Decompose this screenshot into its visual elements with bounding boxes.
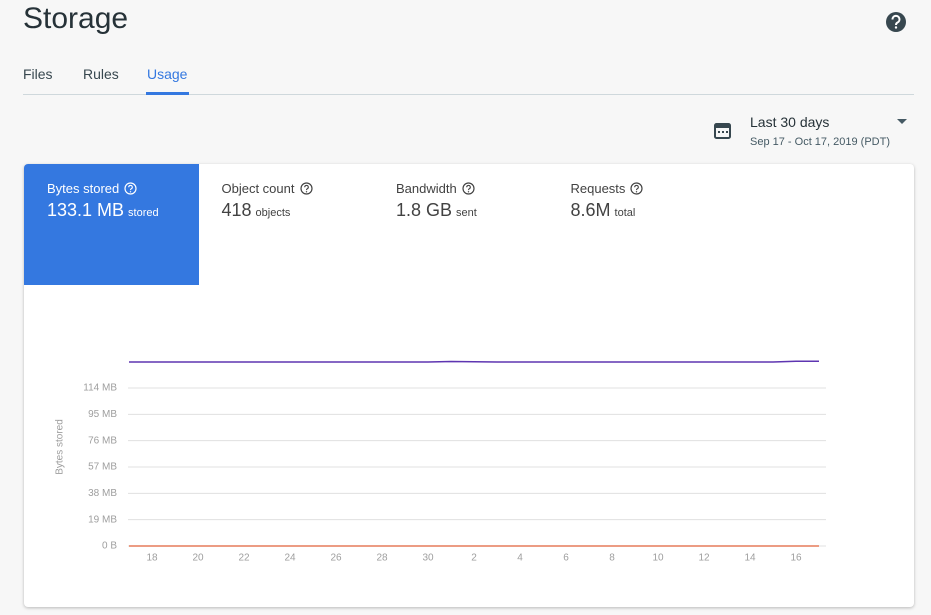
metric-label-text: Bandwidth	[396, 181, 457, 196]
metric-unit: sent	[456, 207, 477, 219]
metric-label-text: Bytes stored	[47, 181, 120, 196]
metric-label: Bandwidth	[396, 181, 477, 196]
x-tick-label: 24	[284, 553, 296, 564]
tab-indicator	[146, 92, 189, 95]
metric-label: Requests	[571, 181, 644, 196]
x-tick-label: 14	[744, 553, 756, 564]
y-tick-label: 76 MB	[88, 435, 117, 446]
x-tick-label: 26	[330, 553, 342, 564]
y-tick-label: 38 MB	[88, 488, 117, 499]
metric-unit: total	[614, 207, 636, 219]
x-tick-label: 18	[146, 553, 158, 564]
x-tick-label: 16	[790, 553, 802, 564]
metric-label: Object count	[222, 181, 313, 196]
metric[interactable]: Object count 418 objects	[222, 181, 313, 221]
info-icon[interactable]	[630, 182, 644, 195]
info-icon[interactable]	[124, 182, 137, 195]
y-tick-label: 0 B	[102, 541, 117, 552]
metric-number: 1.8 GB	[396, 200, 453, 220]
x-tick-label: 8	[609, 553, 615, 564]
dropdown-arrow[interactable]	[896, 118, 908, 126]
y-axis-label: Bytes stored	[55, 419, 66, 475]
x-tick-label: 2	[471, 553, 477, 564]
chart: Bytes stored 0 B 19 MB 38 MB 57 MB 76 MB 95 M…	[55, 360, 826, 564]
x-tick-label: 30	[422, 553, 434, 564]
metric-number: 418	[221, 200, 252, 220]
metric-label: Bytes stored	[47, 181, 159, 196]
calendar-icon[interactable]	[713, 120, 733, 140]
date-range-label[interactable]: Last 30 days	[750, 114, 830, 130]
help-button[interactable]	[885, 11, 907, 33]
usage-card: Bytes stored 133.1 MB stored Object count 41…	[24, 164, 914, 607]
metric-number: 8.6M	[570, 200, 611, 220]
metric-unit: stored	[128, 207, 159, 219]
x-tick-label: 12	[698, 553, 710, 564]
metric-unit: objects	[255, 207, 291, 219]
metric-selected[interactable]	[24, 164, 199, 285]
y-tick-label: 19 MB	[88, 514, 117, 525]
metric-label-text: Object count	[221, 181, 295, 196]
tab-divider	[23, 94, 914, 95]
metric[interactable]: Bytes stored 133.1 MB stored	[47, 181, 159, 221]
y-tick-label: 57 MB	[88, 462, 117, 473]
y-tick-label: 95 MB	[88, 409, 117, 420]
x-tick-label: 22	[238, 553, 250, 564]
metric-value: 418 objects	[222, 200, 313, 221]
date-range-dates: Sep 17 - Oct 17, 2019 (PDT)	[750, 136, 891, 148]
metric-label-text: Requests	[570, 181, 626, 196]
y-tick-label: 114 MB	[83, 383, 117, 394]
x-tick-label: 4	[517, 553, 523, 564]
metric-value: 1.8 GB sent	[396, 200, 477, 221]
x-tick-label: 6	[563, 553, 569, 564]
x-tick-label: 10	[652, 553, 664, 564]
page-title: Storage	[23, 2, 129, 35]
metric-value: 8.6M total	[571, 200, 644, 221]
metric-value: 133.1 MB stored	[47, 200, 159, 221]
metric-number: 133.1 MB	[47, 200, 125, 220]
data-line	[129, 360, 819, 363]
x-tick-label: 28	[376, 553, 388, 564]
tab[interactable]: Rules	[83, 66, 119, 82]
tab-active[interactable]: Usage	[147, 66, 188, 82]
info-icon[interactable]	[299, 182, 313, 195]
metric[interactable]: Requests 8.6M total	[571, 181, 644, 221]
tab[interactable]: Files	[23, 66, 53, 82]
info-icon[interactable]	[462, 182, 475, 195]
metric[interactable]: Bandwidth 1.8 GB sent	[396, 181, 477, 221]
x-tick-label: 20	[192, 553, 204, 564]
